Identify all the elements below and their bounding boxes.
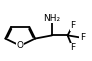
- Text: F: F: [80, 33, 85, 42]
- Text: F: F: [70, 21, 75, 30]
- Text: O: O: [17, 41, 24, 50]
- Text: F: F: [70, 43, 75, 52]
- Text: NH₂: NH₂: [43, 14, 61, 23]
